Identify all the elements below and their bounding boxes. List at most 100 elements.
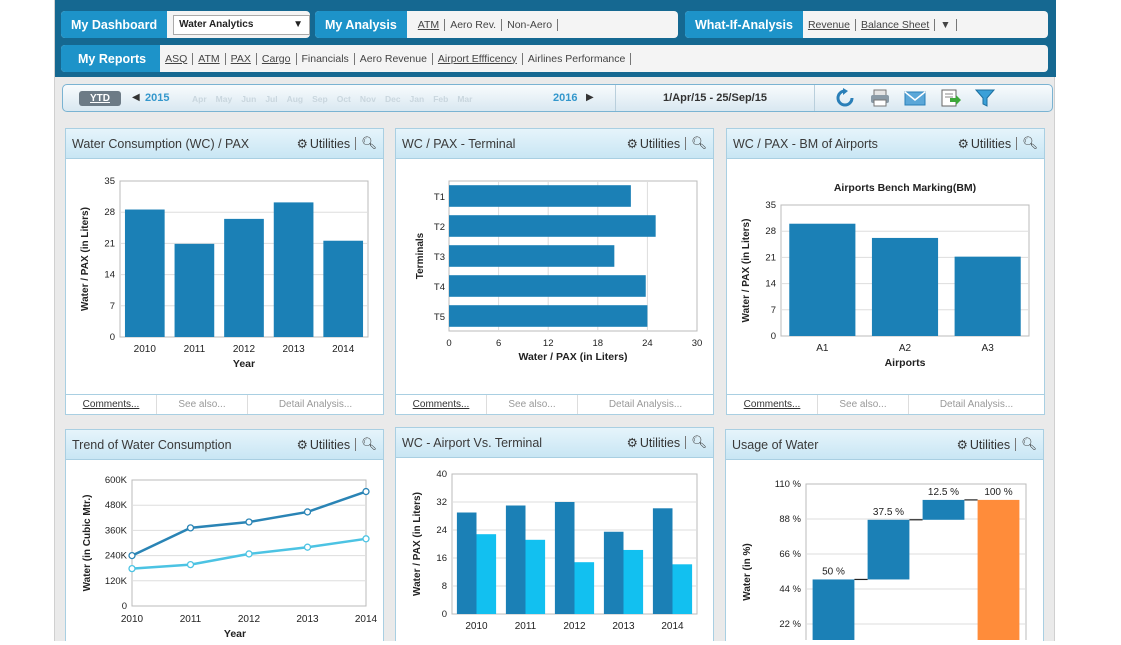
top-navigation: My Dashboard Water Analytics ▼ My Analys… [55, 0, 1056, 77]
gears-icon[interactable]: ⚙ [626, 436, 638, 450]
filter-icon[interactable] [974, 88, 996, 108]
y-tick-label: 35 [765, 200, 776, 211]
month-label: Aug [286, 94, 304, 104]
bar [323, 240, 364, 337]
utilities-label[interactable]: Utilities [639, 136, 681, 151]
plot-area [131, 479, 367, 607]
end-year[interactable]: 2016 [553, 92, 578, 104]
my-dashboard-button[interactable]: My Dashboard [61, 11, 168, 38]
panel-utilities: ⚙ Utilities 🔍︎ [297, 136, 377, 151]
chart-c4: 0 120K 240K 360K 480K 600K Water (in Cubic Mtr… [82, 475, 378, 640]
gears-icon[interactable]: ⚙ [956, 438, 968, 452]
data-point [245, 550, 253, 558]
y-tick-label: 14 [104, 270, 115, 281]
chart-c2: 0 6 12 18 24 30 T1 T2 T3 T4 T5 Water / PAX (in Lite… [415, 180, 703, 363]
whatif-more-dropdown[interactable]: ▼ [935, 18, 957, 31]
utilities-label[interactable]: Utilities [309, 437, 351, 452]
export-icon[interactable] [940, 88, 962, 108]
panel-header: WC / PAX - BM of Airports ⚙ Utilities 🔍︎ [727, 129, 1044, 159]
analysis-link-aero-rev[interactable]: Aero Rev. [445, 18, 503, 31]
my-reports-button[interactable]: My Reports [61, 45, 161, 72]
x-tick-label: 30 [692, 338, 703, 349]
zoom-icon[interactable]: 🔍︎ [691, 435, 707, 449]
y-tick-label: 600K [105, 475, 128, 486]
x-tick-label: 18 [593, 338, 604, 349]
bar [871, 237, 939, 336]
y-tick-label: 28 [104, 207, 115, 218]
bar [449, 215, 656, 237]
y-axis-label: Water / PAX (in Liters) [80, 207, 91, 311]
x-tick-label: 2012 [238, 614, 261, 625]
report-link-pax[interactable]: PAX [226, 52, 257, 65]
panel-title: Water Consumption (WC) / PAX [72, 137, 250, 151]
month-slider[interactable]: Apr May Jun Jul Aug Sep Oct Nov Dec Jan … [192, 94, 472, 104]
report-link-atm[interactable]: ATM [193, 52, 226, 65]
print-icon[interactable] [869, 88, 891, 108]
zoom-icon[interactable]: 🔍︎ [361, 437, 377, 451]
dashboard-nav-group: My Dashboard Water Analytics ▼ [61, 11, 310, 38]
my-analysis-button[interactable]: My Analysis [315, 11, 407, 38]
panel-title: Usage of Water [732, 438, 819, 452]
y-tick-label: 480K [105, 500, 128, 511]
see-also-link[interactable]: See also... [818, 395, 909, 414]
bar [789, 223, 856, 336]
start-year[interactable]: 2015 [145, 92, 170, 104]
y-tick-label: T5 [434, 312, 445, 323]
refresh-icon[interactable] [834, 88, 856, 108]
bar [174, 243, 215, 337]
report-link-cargo[interactable]: Cargo [257, 52, 297, 65]
gears-icon[interactable]: ⚙ [296, 438, 308, 452]
report-link-aero-revenue[interactable]: Aero Revenue [355, 52, 433, 65]
utilities-label[interactable]: Utilities [969, 437, 1011, 452]
report-link-asq[interactable]: ASQ [160, 52, 194, 65]
detail-analysis-link[interactable]: Detail Analysis... [608, 399, 683, 410]
chart-c3: 0 7 14 21 28 35 Water / PAX (in Liters) A1 A2 A3 A… [741, 182, 1030, 369]
ytd-button[interactable]: YTD [79, 91, 121, 106]
whatif-link-balance-sheet[interactable]: Balance Sheet [856, 18, 936, 31]
data-point [362, 487, 370, 496]
comments-link[interactable]: Comments... [66, 395, 157, 414]
x-tick-label: 6 [496, 338, 501, 349]
y-tick-label: 44 % [779, 584, 801, 595]
y-tick-label: T2 [434, 222, 445, 233]
zoom-icon[interactable]: 🔍︎ [691, 136, 707, 150]
what-if-analysis-button[interactable]: What-If-Analysis [685, 11, 803, 38]
gears-icon[interactable]: ⚙ [957, 137, 969, 151]
detail-analysis-link[interactable]: Detail Analysis... [939, 399, 1014, 410]
prev-year-arrow-icon[interactable]: ◀ [132, 92, 140, 103]
y-tick-label: 8 [442, 581, 447, 592]
analysis-link-atm[interactable]: ATM [413, 18, 446, 31]
waterfall-bar [922, 499, 965, 520]
utilities-label[interactable]: Utilities [639, 435, 681, 450]
x-tick-label: 2014 [332, 344, 355, 355]
whatif-link-revenue[interactable]: Revenue [803, 18, 856, 31]
bar [672, 564, 693, 614]
comments-link[interactable]: Comments... [727, 395, 818, 414]
gears-icon[interactable]: ⚙ [296, 137, 308, 151]
y-tick-label: 88 % [779, 514, 801, 525]
x-tick-label: 2011 [184, 344, 206, 355]
detail-analysis-link[interactable]: Detail Analysis... [278, 399, 353, 410]
comments-link[interactable]: Comments... [396, 395, 487, 414]
report-link-financials[interactable]: Financials [297, 52, 355, 65]
dashboard-select[interactable]: Water Analytics ▼ [173, 14, 310, 35]
panel-usage-of-water: Usage of Water ⚙ Utilities 🔍︎ 110 % 88 % 6… [725, 429, 1044, 645]
utilities-label[interactable]: Utilities [970, 136, 1012, 151]
app-window: My Dashboard Water Analytics ▼ My Analys… [54, 0, 1056, 645]
gears-icon[interactable]: ⚙ [626, 137, 638, 151]
zoom-icon[interactable]: 🔍︎ [361, 136, 377, 150]
data-label: 100 % [984, 487, 1012, 498]
panel-header: Trend of Water Consumption ⚙ Utilities 🔍… [66, 430, 383, 460]
y-axis-label: Terminals [415, 232, 426, 279]
zoom-icon[interactable]: 🔍︎ [1022, 136, 1038, 150]
see-also-link[interactable]: See also... [157, 395, 248, 414]
report-link-airlines-performance[interactable]: Airlines Performance [523, 52, 632, 65]
report-link-airport-efficiency[interactable]: Airport Effficency [433, 52, 523, 65]
email-icon[interactable] [904, 88, 926, 108]
data-point [128, 564, 136, 573]
see-also-link[interactable]: See also... [487, 395, 578, 414]
analysis-link-non-aero[interactable]: Non-Aero [502, 18, 559, 31]
next-year-arrow-icon[interactable]: ▶ [586, 92, 594, 103]
zoom-icon[interactable]: 🔍︎ [1021, 437, 1037, 451]
utilities-label[interactable]: Utilities [309, 136, 351, 151]
